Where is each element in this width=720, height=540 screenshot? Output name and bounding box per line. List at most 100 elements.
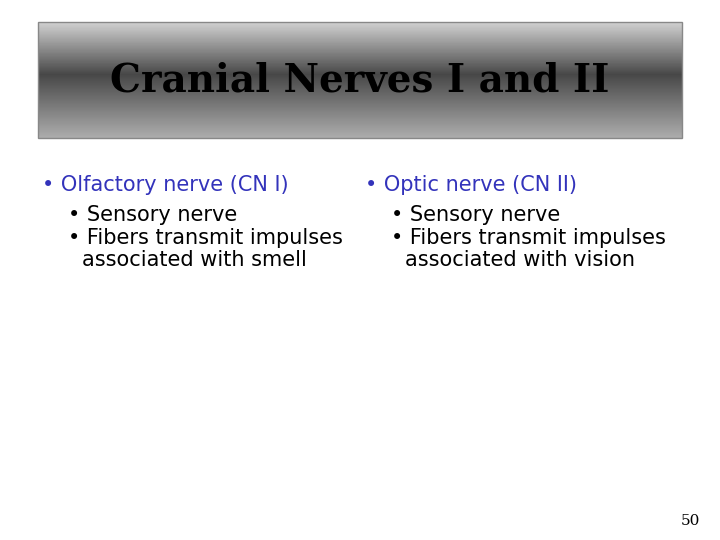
- Polygon shape: [38, 56, 682, 57]
- Polygon shape: [38, 101, 682, 102]
- Polygon shape: [38, 106, 682, 107]
- Polygon shape: [38, 115, 682, 116]
- Text: • Optic nerve (CN II): • Optic nerve (CN II): [365, 175, 577, 195]
- Polygon shape: [38, 42, 682, 43]
- Polygon shape: [38, 87, 682, 88]
- Polygon shape: [38, 131, 682, 132]
- Polygon shape: [38, 103, 682, 104]
- Polygon shape: [38, 68, 682, 69]
- Polygon shape: [38, 92, 682, 93]
- Polygon shape: [38, 49, 682, 50]
- Text: • Fibers transmit impulses: • Fibers transmit impulses: [68, 228, 343, 248]
- Polygon shape: [38, 69, 682, 70]
- Polygon shape: [38, 64, 682, 65]
- Polygon shape: [38, 71, 682, 72]
- Polygon shape: [38, 48, 682, 49]
- Polygon shape: [38, 114, 682, 115]
- Polygon shape: [38, 60, 682, 61]
- Polygon shape: [38, 26, 682, 27]
- Polygon shape: [38, 40, 682, 41]
- Text: Cranial Nerves I and II: Cranial Nerves I and II: [110, 61, 610, 99]
- Polygon shape: [38, 66, 682, 68]
- Polygon shape: [38, 46, 682, 47]
- Polygon shape: [38, 27, 682, 28]
- Polygon shape: [38, 86, 682, 87]
- Polygon shape: [38, 122, 682, 123]
- Polygon shape: [38, 65, 682, 66]
- Polygon shape: [38, 54, 682, 55]
- Polygon shape: [38, 28, 682, 29]
- Polygon shape: [38, 37, 682, 38]
- Polygon shape: [38, 135, 682, 136]
- Polygon shape: [38, 119, 682, 120]
- Polygon shape: [38, 79, 682, 80]
- Polygon shape: [38, 111, 682, 112]
- Text: associated with vision: associated with vision: [405, 250, 635, 270]
- Polygon shape: [38, 132, 682, 133]
- Text: 50: 50: [680, 514, 700, 528]
- Polygon shape: [38, 41, 682, 42]
- Polygon shape: [38, 61, 682, 62]
- Polygon shape: [38, 112, 682, 113]
- Polygon shape: [38, 127, 682, 128]
- Polygon shape: [38, 45, 682, 46]
- Polygon shape: [38, 83, 682, 84]
- Polygon shape: [38, 62, 682, 63]
- Polygon shape: [38, 96, 682, 97]
- Polygon shape: [38, 73, 682, 74]
- Polygon shape: [38, 137, 682, 138]
- Polygon shape: [38, 78, 682, 79]
- Polygon shape: [38, 126, 682, 127]
- Polygon shape: [38, 85, 682, 86]
- Polygon shape: [38, 44, 682, 45]
- Polygon shape: [38, 133, 682, 134]
- Polygon shape: [38, 29, 682, 30]
- Polygon shape: [38, 120, 682, 121]
- Polygon shape: [38, 23, 682, 24]
- Polygon shape: [38, 22, 682, 23]
- Polygon shape: [38, 117, 682, 118]
- Polygon shape: [38, 53, 682, 54]
- Polygon shape: [38, 31, 682, 32]
- Polygon shape: [38, 52, 682, 53]
- Polygon shape: [38, 116, 682, 117]
- Polygon shape: [38, 38, 682, 39]
- Polygon shape: [38, 25, 682, 26]
- Polygon shape: [38, 24, 682, 25]
- Polygon shape: [38, 30, 682, 31]
- Polygon shape: [38, 57, 682, 58]
- Polygon shape: [38, 35, 682, 36]
- Polygon shape: [38, 84, 682, 85]
- Polygon shape: [38, 123, 682, 124]
- Polygon shape: [38, 72, 682, 73]
- Polygon shape: [38, 34, 682, 35]
- Polygon shape: [38, 95, 682, 96]
- Polygon shape: [38, 58, 682, 59]
- Polygon shape: [38, 121, 682, 122]
- Polygon shape: [38, 98, 682, 99]
- Polygon shape: [38, 93, 682, 94]
- Polygon shape: [38, 51, 682, 52]
- Text: • Olfactory nerve (CN I): • Olfactory nerve (CN I): [42, 175, 289, 195]
- Polygon shape: [38, 70, 682, 71]
- Polygon shape: [38, 74, 682, 75]
- Polygon shape: [38, 105, 682, 106]
- Polygon shape: [38, 77, 682, 78]
- Polygon shape: [38, 102, 682, 103]
- Polygon shape: [38, 59, 682, 60]
- Polygon shape: [38, 134, 682, 135]
- Polygon shape: [38, 76, 682, 77]
- Polygon shape: [38, 39, 682, 40]
- Polygon shape: [38, 124, 682, 125]
- Polygon shape: [38, 88, 682, 89]
- Text: • Sensory nerve: • Sensory nerve: [391, 205, 560, 225]
- Polygon shape: [38, 99, 682, 100]
- Text: • Fibers transmit impulses: • Fibers transmit impulses: [391, 228, 666, 248]
- Polygon shape: [38, 118, 682, 119]
- Polygon shape: [38, 104, 682, 105]
- Text: associated with smell: associated with smell: [82, 250, 307, 270]
- Polygon shape: [38, 125, 682, 126]
- Polygon shape: [38, 100, 682, 101]
- Polygon shape: [38, 97, 682, 98]
- Polygon shape: [38, 109, 682, 110]
